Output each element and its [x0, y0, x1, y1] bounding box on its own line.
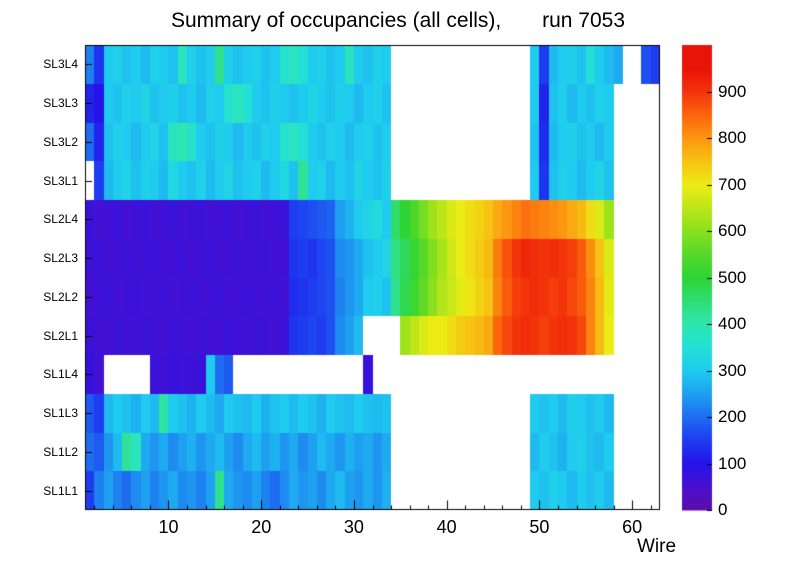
x-axis-title: Wire — [637, 536, 677, 557]
